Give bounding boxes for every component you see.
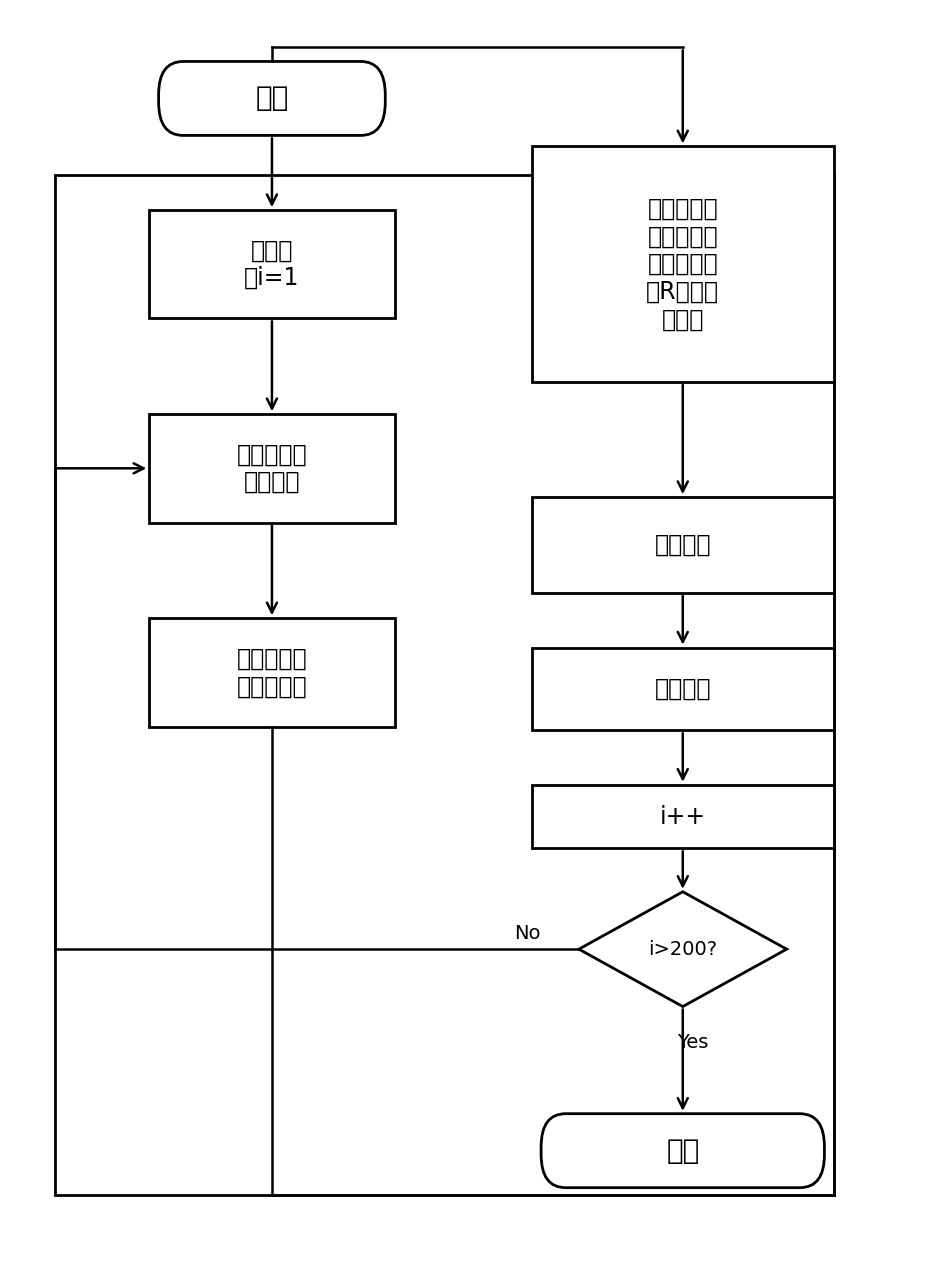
Polygon shape (579, 892, 787, 1007)
Bar (55, 175, 834, 1195)
Bar (532, 146, 834, 382)
Text: 模拟真实位
置和量测: 模拟真实位 置和量测 (237, 442, 307, 494)
Text: 结束: 结束 (666, 1136, 699, 1164)
Text: i>200?: i>200? (648, 940, 717, 958)
Text: 开始: 开始 (256, 85, 289, 113)
Text: 初始化
令i=1: 初始化 令i=1 (244, 238, 299, 290)
Text: No: No (514, 925, 541, 943)
Bar (149, 414, 394, 523)
Bar (532, 497, 834, 593)
Bar (149, 210, 394, 319)
FancyBboxPatch shape (542, 1113, 825, 1187)
Text: 在所有传感
器组合中寻
找使回报函
数R最大化
的组合: 在所有传感 器组合中寻 找使回报函 数R最大化 的组合 (646, 197, 719, 332)
Text: 数据融合: 数据融合 (655, 676, 711, 701)
Bar (149, 619, 394, 726)
Text: 计算威胁度
和信息增量: 计算威胁度 和信息增量 (237, 647, 307, 698)
Text: i++: i++ (659, 804, 706, 829)
FancyBboxPatch shape (159, 61, 386, 136)
Text: 粒子滤波: 粒子滤波 (655, 533, 711, 557)
Text: Yes: Yes (676, 1032, 708, 1052)
Bar (532, 647, 834, 730)
Bar (532, 785, 834, 848)
